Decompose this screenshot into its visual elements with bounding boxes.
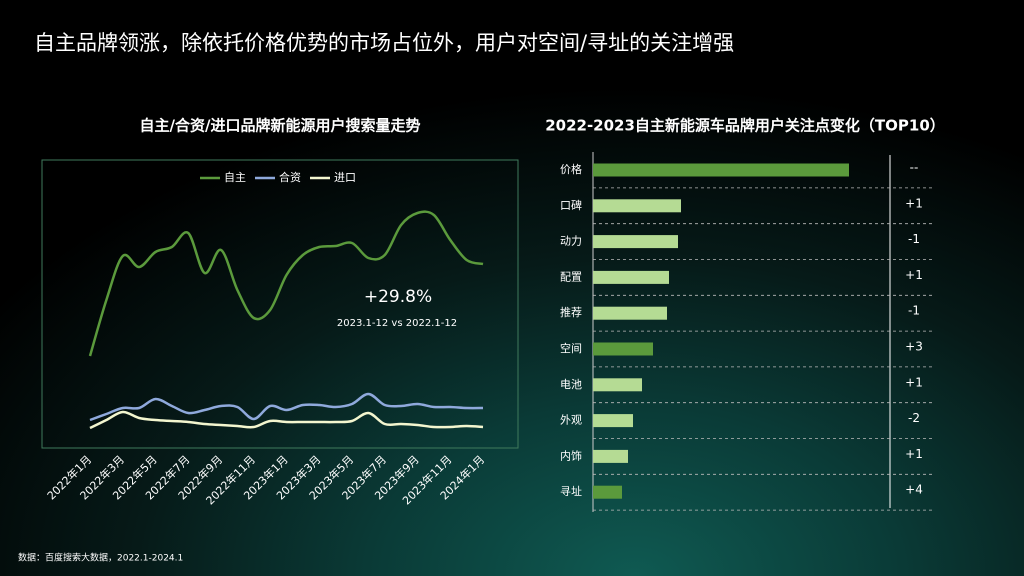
y-tick-label: 配置 — [560, 270, 582, 283]
annotation-note: 2023.1-12 vs 2022.1-12 — [337, 318, 457, 329]
y-tick-label: 动力 — [560, 235, 582, 248]
bar — [593, 485, 622, 499]
change-label: +4 — [905, 483, 923, 497]
chart-title: 2022-2023自主新能源车品牌用户关注点变化（TOP10） — [545, 117, 945, 135]
change-label: +1 — [905, 375, 923, 389]
change-label: +1 — [905, 447, 923, 461]
bar — [593, 342, 653, 356]
chart-title: 自主/合资/进口品牌新能源用户搜索量走势 — [140, 117, 421, 135]
change-label: -2 — [908, 411, 920, 425]
change-label: +1 — [905, 268, 923, 282]
change-label: +1 — [905, 196, 923, 210]
series-line — [89, 410, 484, 430]
y-tick-label: 寻址 — [560, 484, 582, 498]
bar — [593, 378, 642, 392]
bar — [593, 414, 633, 428]
source-note: 数据：百度搜索大数据，2022.1-2024.1 — [18, 552, 183, 564]
bar — [593, 235, 678, 249]
change-label: -- — [910, 161, 919, 175]
bar — [593, 449, 628, 463]
bar — [593, 199, 681, 213]
change-label: +3 — [905, 340, 923, 354]
series-line — [88, 210, 484, 357]
series-line — [89, 392, 484, 422]
legend-label: 自主 — [224, 171, 246, 184]
chart-frame — [41, 159, 519, 449]
bar — [593, 306, 667, 320]
slide-title: 自主品牌领涨，除依托价格优势的市场占位外，用户对空间/寻址的关注增强 — [34, 31, 734, 55]
legend-label: 进口 — [334, 171, 356, 184]
bar — [593, 270, 669, 284]
annotation: +29.8% — [364, 287, 432, 307]
legend-label: 合资 — [279, 170, 301, 184]
y-tick-label: 口碑 — [560, 199, 582, 212]
change-label: -1 — [908, 304, 920, 318]
y-tick-label: 电池 — [560, 378, 582, 391]
y-tick-label: 推荐 — [560, 305, 582, 319]
y-tick-label: 空间 — [560, 341, 582, 355]
y-tick-label: 价格 — [560, 162, 582, 176]
bar — [593, 163, 849, 177]
y-tick-label: 内饰 — [560, 448, 582, 462]
change-label: -1 — [908, 232, 920, 246]
y-tick-label: 外观 — [560, 414, 582, 427]
